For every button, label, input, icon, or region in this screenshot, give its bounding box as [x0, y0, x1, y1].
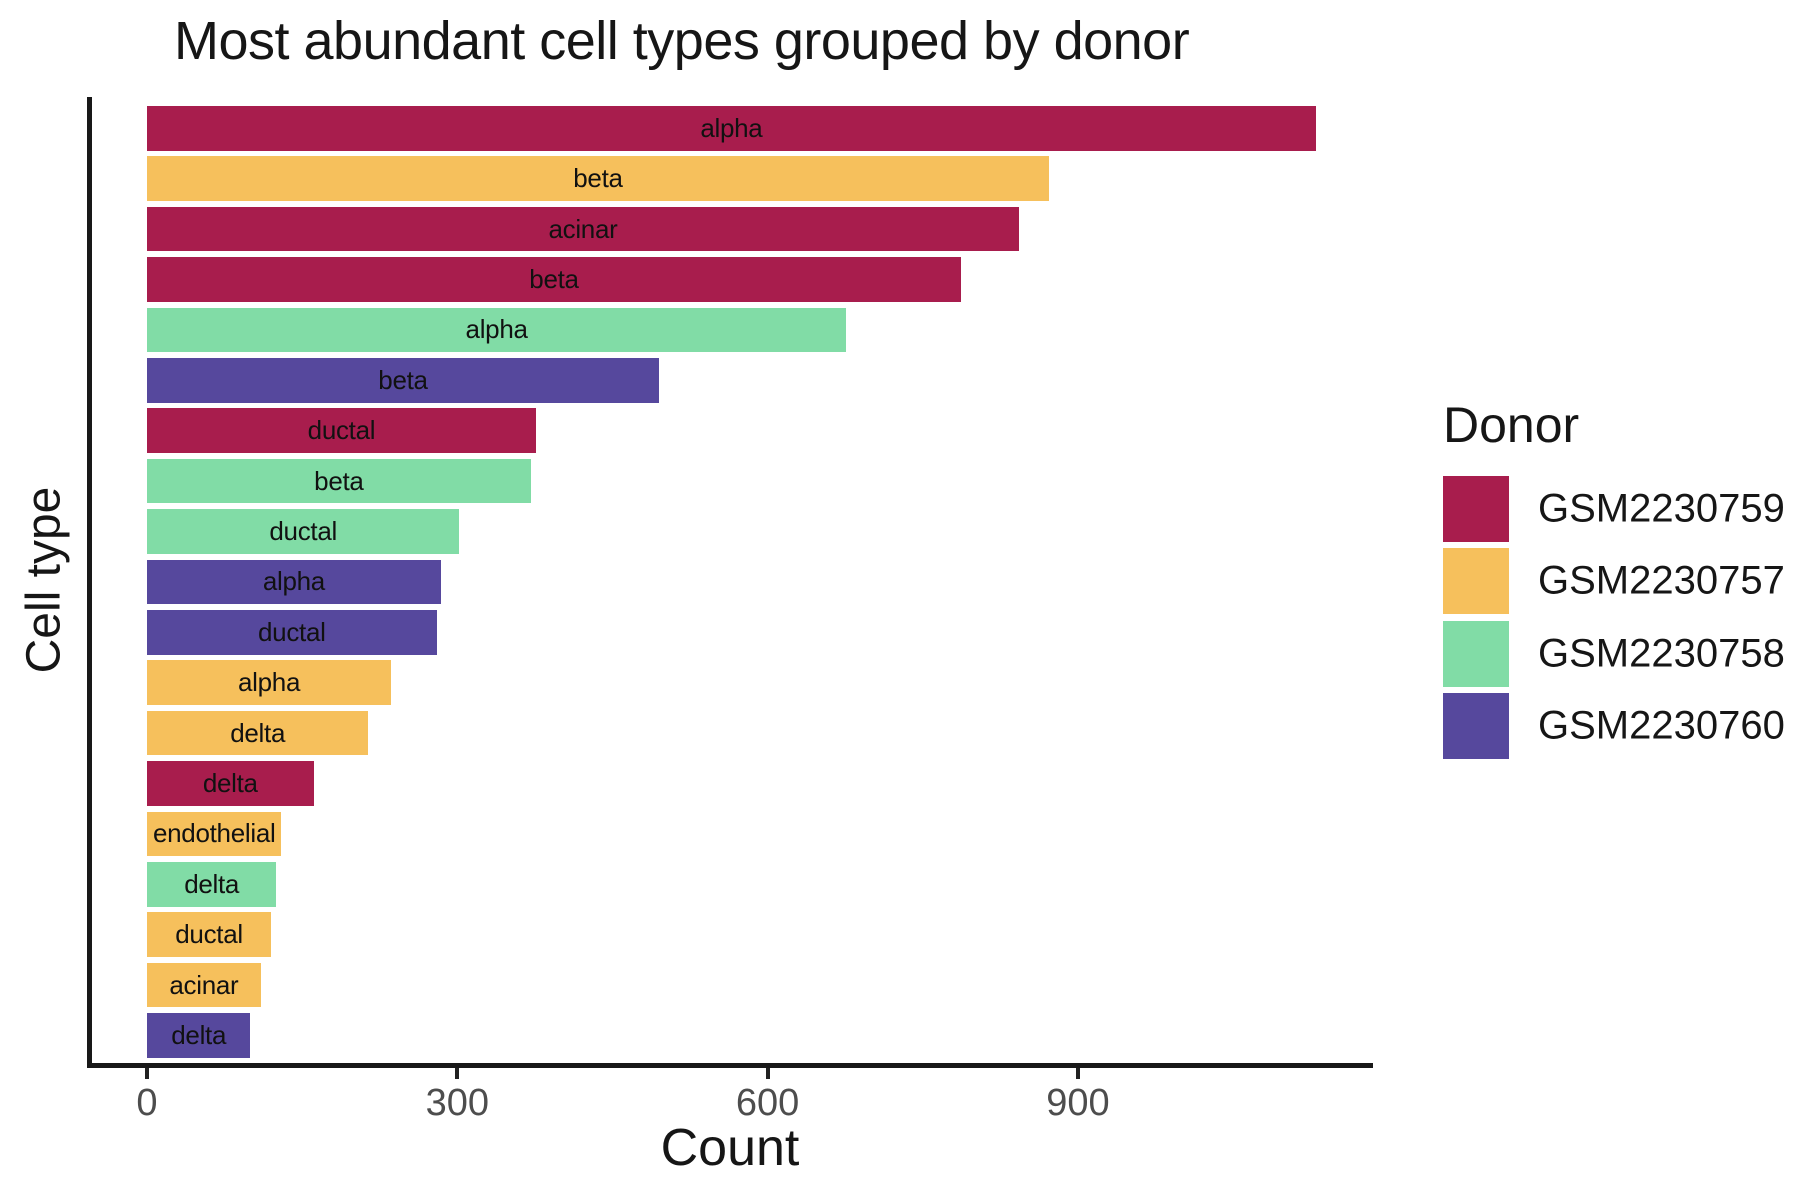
- bar-acinar-GSM2230759: acinar: [147, 206, 1019, 252]
- bar-delta-GSM2230760: delta: [147, 1013, 251, 1058]
- bar-endothelial-GSM2230757: endothelial: [147, 811, 282, 857]
- bar-label: acinar: [169, 969, 239, 1000]
- legend-swatch-GSM2230757: [1443, 548, 1509, 615]
- legend-swatch-GSM2230758: [1443, 620, 1509, 687]
- bar-ductal-GSM2230757: ductal: [147, 912, 272, 957]
- bar-label: ductal: [175, 919, 243, 950]
- bar-ductal-GSM2230760: ductal: [147, 610, 437, 655]
- legend-swatch-GSM2230760: [1443, 692, 1509, 759]
- bar-beta-GSM2230757: beta: [147, 156, 1049, 201]
- bar-label: alpha: [700, 112, 763, 143]
- x-tick-label: 0: [136, 1082, 158, 1124]
- y-axis-line: [87, 97, 92, 1068]
- bar-label: delta: [184, 868, 240, 899]
- bar-delta-GSM2230757: delta: [147, 710, 369, 756]
- legend-swatch-GSM2230759: [1443, 476, 1509, 542]
- bar-delta-GSM2230759: delta: [147, 761, 314, 806]
- bar-label: beta: [314, 465, 364, 496]
- chart-title: Most abundant cell types grouped by dono…: [174, 11, 1190, 71]
- bar-acinar-GSM2230757: acinar: [147, 962, 261, 1008]
- bar-label: alpha: [237, 667, 301, 698]
- bar-label: ductal: [307, 415, 376, 446]
- bar-alpha-GSM2230758: alpha: [147, 307, 847, 353]
- bar-alpha-GSM2230757: alpha: [147, 660, 392, 705]
- x-tick-mark: [145, 1068, 149, 1079]
- x-tick-mark: [765, 1068, 770, 1079]
- bar-label: endothelial: [152, 818, 276, 849]
- x-tick-mark: [455, 1068, 460, 1079]
- y-axis-label: Cell type: [17, 486, 71, 674]
- bar-label: delta: [171, 1019, 227, 1050]
- x-tick-label: 300: [425, 1082, 489, 1124]
- bar-beta-GSM2230759: beta: [147, 257, 962, 302]
- bar-ductal-GSM2230758: ductal: [147, 509, 460, 554]
- bar-ductal-GSM2230759: ductal: [147, 408, 536, 453]
- bar-label: alpha: [262, 566, 325, 597]
- bar-label: beta: [529, 263, 579, 294]
- bar-label: beta: [378, 364, 428, 395]
- x-tick-label: 900: [1046, 1082, 1110, 1124]
- bar-delta-GSM2230758: delta: [147, 862, 277, 907]
- bar-label: alpha: [465, 314, 528, 345]
- bar-alpha-GSM2230760: alpha: [147, 559, 441, 605]
- legend-label: GSM2230758: [1538, 631, 1785, 676]
- x-tick-mark: [1075, 1068, 1080, 1079]
- bar-label: acinar: [548, 213, 618, 244]
- bar-beta-GSM2230760: beta: [147, 358, 659, 403]
- bar-label: beta: [573, 163, 623, 194]
- x-axis-line: [87, 1063, 1373, 1068]
- bar-label: ductal: [258, 616, 326, 647]
- legend-label: GSM2230760: [1538, 703, 1785, 748]
- legend-label: GSM2230757: [1538, 558, 1785, 603]
- bar-label: ductal: [269, 515, 337, 546]
- legend-label: GSM2230759: [1538, 486, 1785, 531]
- plot-panel: alpha beta acinar beta alpha beta ductal beta du…: [92, 97, 1373, 1066]
- bar-alpha-GSM2230759: alpha: [147, 106, 1316, 151]
- x-tick-label: 600: [735, 1082, 800, 1124]
- bar-label: delta: [230, 717, 286, 748]
- legend-title: Donor: [1443, 397, 1580, 453]
- bar-beta-GSM2230758: beta: [147, 458, 531, 504]
- x-axis-label: Count: [660, 1119, 800, 1177]
- bar-label: delta: [202, 767, 258, 798]
